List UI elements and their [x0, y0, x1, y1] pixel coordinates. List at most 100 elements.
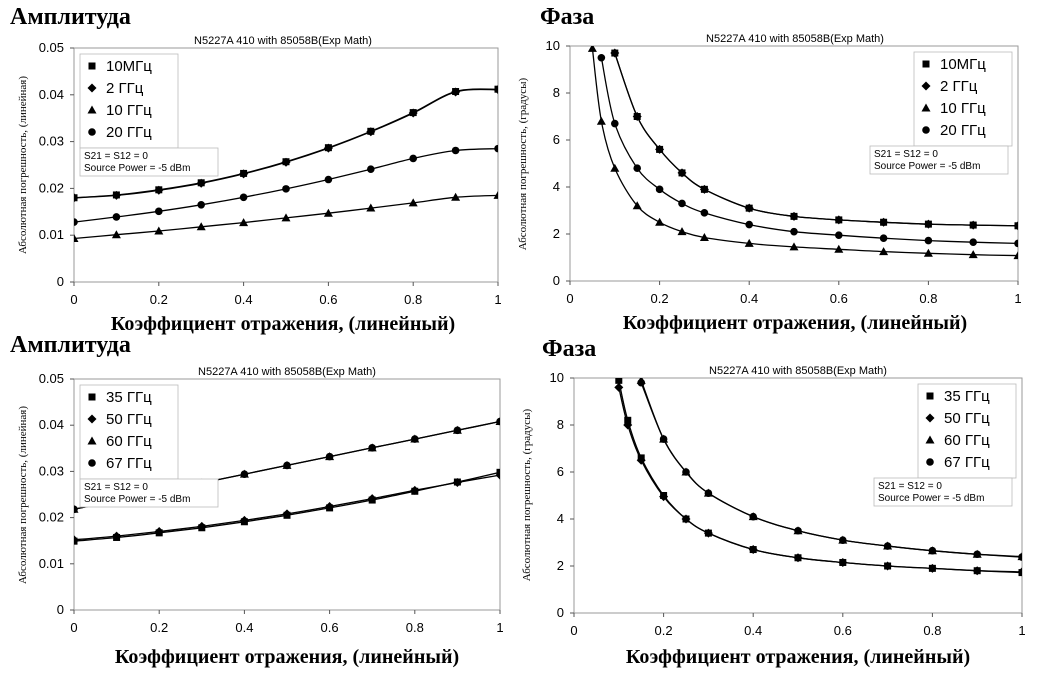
data-point: [493, 190, 498, 199]
data-point: [74, 535, 79, 545]
x-tick-label: 0.4: [235, 292, 253, 307]
data-point: [677, 168, 687, 178]
data-point: [745, 220, 753, 229]
data-point: [972, 566, 982, 576]
legend-label: 60 ГГц: [106, 433, 152, 450]
data-point: [749, 512, 757, 521]
data-point: [794, 526, 802, 535]
data-point: [879, 217, 889, 227]
data-point: [282, 509, 292, 519]
legend-marker: [87, 83, 97, 93]
data-point: [879, 247, 889, 256]
annotation-box: [873, 477, 1013, 507]
data-point: [410, 485, 420, 495]
data-point: [239, 515, 249, 525]
data-point: [323, 143, 333, 153]
y-tick-label: 0.01: [39, 556, 64, 571]
legend-box: [79, 53, 179, 149]
legend-label: 2 ГГц: [940, 78, 978, 95]
annotation-line: Source Power = -5 dBm: [84, 163, 190, 174]
legend-label: 50 ГГц: [944, 410, 990, 427]
y-tick-label: 0.04: [39, 417, 64, 432]
data-point: [1014, 239, 1018, 248]
legend: 10МГц 2 ГГц 10 ГГц 20 ГГц: [913, 51, 1013, 147]
x-tick-label: 1: [494, 292, 501, 307]
legend-marker: [926, 392, 934, 400]
chart-heading: Фаза: [542, 336, 596, 362]
y-tick-label: 0.04: [39, 87, 64, 102]
x-tick-label: 0: [566, 291, 573, 306]
data-point: [451, 192, 461, 201]
data-point: [282, 185, 290, 193]
x-tick-label: 0.2: [150, 620, 168, 635]
x-tick-label: 0.4: [740, 291, 758, 306]
x-axis-title: Коэффициент отражения, (линейный): [626, 646, 970, 668]
legend: 35 ГГц 50 ГГц 60 ГГц 67 ГГц: [79, 384, 179, 480]
data-point: [494, 144, 498, 153]
y-tick-label: 4: [557, 511, 564, 526]
data-point: [495, 470, 500, 480]
data-point: [614, 382, 624, 392]
data-point: [408, 108, 418, 118]
data-point: [196, 222, 206, 231]
data-point: [748, 545, 758, 555]
data-point: [74, 233, 79, 242]
y-tick-label: 8: [557, 417, 564, 432]
y-axis-title: Абсолютная погрешность, (градусы): [517, 77, 529, 250]
data-point: [325, 502, 335, 512]
data-point: [923, 248, 933, 257]
series-3: [587, 46, 1018, 260]
annotation-line: S21 = S12 = 0: [878, 481, 942, 492]
legend-marker: [87, 105, 97, 114]
data-point: [969, 238, 977, 247]
series-2: [74, 85, 498, 203]
x-axis-title: Коэффициент отражения, (линейный): [623, 312, 967, 334]
data-point: [839, 536, 847, 544]
legend-marker: [925, 413, 935, 423]
data-point: [834, 215, 844, 225]
data-point: [1018, 553, 1022, 561]
y-tick-label: 8: [553, 85, 560, 100]
y-tick-label: 0.01: [39, 227, 64, 242]
data-point: [451, 146, 460, 155]
data-point: [610, 163, 620, 172]
data-point: [655, 185, 664, 194]
x-axis-title: Коэффициент отражения, (линейный): [111, 313, 455, 335]
x-tick-label: 0.6: [830, 291, 848, 306]
data-point: [196, 178, 206, 188]
series-2: [614, 382, 1022, 577]
legend-box: [917, 383, 1017, 479]
annotation-box: [869, 145, 1009, 175]
data-point: [154, 185, 164, 195]
data-point: [699, 233, 709, 242]
y-tick-label: 0: [557, 605, 564, 620]
legend-label: 10 ГГц: [940, 100, 986, 117]
annotation-box: [79, 478, 219, 508]
legend-label: 67 ГГц: [106, 455, 152, 472]
y-tick-label: 10: [546, 38, 560, 53]
data-point: [838, 557, 848, 567]
legend-marker: [88, 128, 96, 136]
legend-label: 35 ГГц: [944, 388, 990, 405]
series-2: [74, 470, 500, 545]
legend-marker: [88, 393, 96, 401]
y-tick-label: 2: [553, 226, 560, 241]
annotation-box: [79, 147, 219, 177]
data-point: [368, 444, 377, 452]
data-point: [835, 231, 843, 239]
data-point: [623, 420, 633, 430]
data-point: [240, 470, 249, 478]
data-point: [968, 250, 978, 259]
y-tick-label: 6: [553, 132, 560, 147]
x-tick-label: 1: [1018, 623, 1025, 638]
data-point: [587, 46, 597, 52]
y-tick-label: 0.05: [39, 371, 64, 386]
data-point: [239, 218, 249, 227]
annotation-line: S21 = S12 = 0: [84, 151, 148, 162]
legend-marker: [922, 60, 930, 68]
legend-label: 67 ГГц: [944, 454, 990, 471]
annotation-line: S21 = S12 = 0: [874, 149, 938, 160]
y-tick-label: 6: [557, 464, 564, 479]
chart-title: N5227A 410 with 85058B(Exp Math): [194, 35, 372, 47]
